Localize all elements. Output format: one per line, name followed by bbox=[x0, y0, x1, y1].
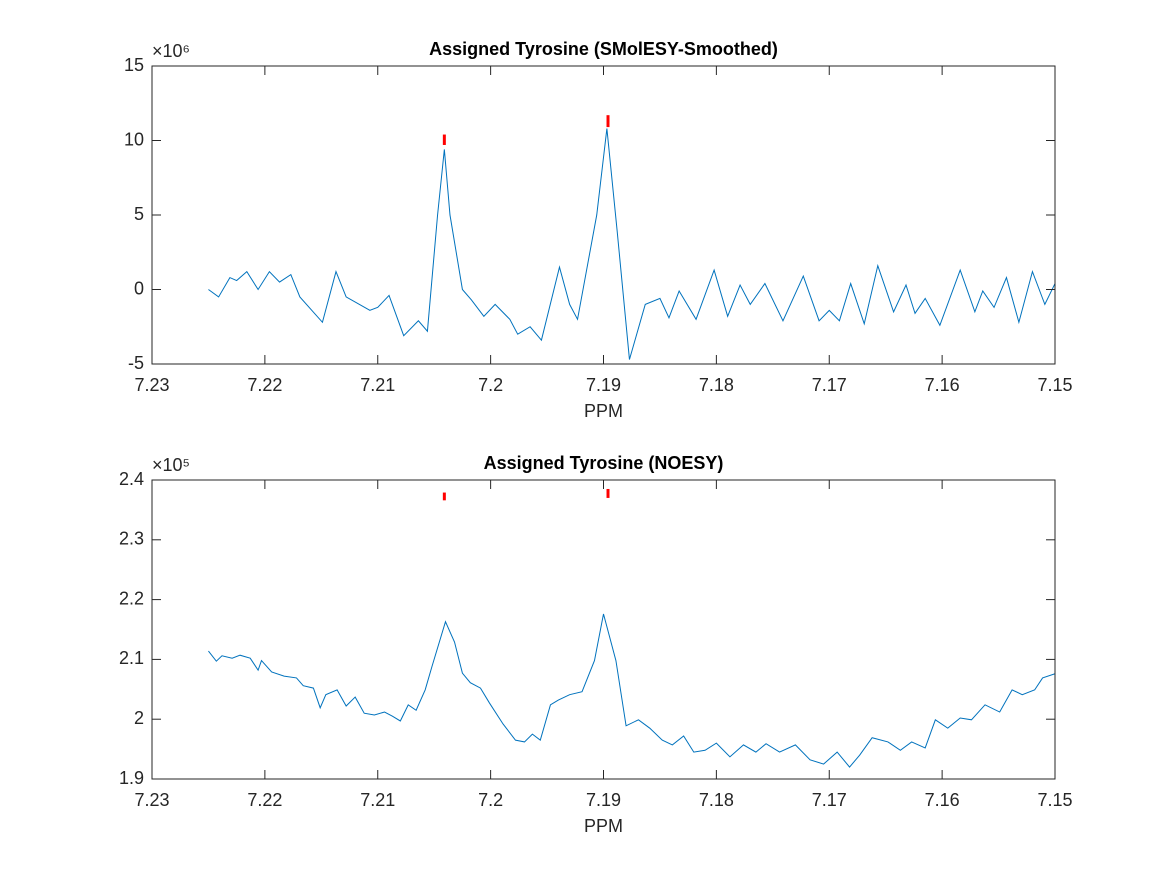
y-tick-label: 1.9 bbox=[119, 768, 144, 788]
axes-background bbox=[152, 66, 1055, 364]
y-tick-label: 2.3 bbox=[119, 529, 144, 549]
axes-background bbox=[152, 480, 1055, 779]
x-tick-label: 7.2 bbox=[478, 375, 503, 395]
x-tick-label: 7.2 bbox=[478, 790, 503, 810]
y-multiplier: ×10⁶ bbox=[152, 41, 190, 61]
y-tick-label: 15 bbox=[124, 55, 144, 75]
y-tick-label: -5 bbox=[128, 353, 144, 373]
chart-title: Assigned Tyrosine (NOESY) bbox=[484, 453, 724, 473]
x-tick-label: 7.15 bbox=[1037, 790, 1072, 810]
x-tick-label: 7.17 bbox=[812, 375, 847, 395]
x-tick-label: 7.18 bbox=[699, 790, 734, 810]
y-tick-label: 0 bbox=[134, 278, 144, 298]
x-tick-label: 7.22 bbox=[247, 790, 282, 810]
y-tick-label: 2.1 bbox=[119, 648, 144, 668]
x-tick-label: 7.19 bbox=[586, 790, 621, 810]
y-tick-label: 5 bbox=[134, 204, 144, 224]
chart-title: Assigned Tyrosine (SMolESY-Smoothed) bbox=[429, 39, 778, 59]
x-tick-label: 7.19 bbox=[586, 375, 621, 395]
x-axis-label: PPM bbox=[584, 401, 623, 421]
x-tick-label: 7.22 bbox=[247, 375, 282, 395]
x-tick-label: 7.18 bbox=[699, 375, 734, 395]
x-tick-label: 7.21 bbox=[360, 790, 395, 810]
x-tick-label: 7.23 bbox=[134, 375, 169, 395]
y-tick-label: 2 bbox=[134, 708, 144, 728]
x-tick-label: 7.15 bbox=[1037, 375, 1072, 395]
y-tick-label: 2.4 bbox=[119, 469, 144, 489]
y-tick-label: 2.2 bbox=[119, 588, 144, 608]
y-multiplier: ×10⁵ bbox=[152, 455, 190, 475]
x-tick-label: 7.16 bbox=[925, 375, 960, 395]
x-tick-label: 7.21 bbox=[360, 375, 395, 395]
x-tick-label: 7.17 bbox=[812, 790, 847, 810]
y-tick-label: 10 bbox=[124, 129, 144, 149]
data-line bbox=[208, 128, 1056, 360]
x-tick-label: 7.16 bbox=[925, 790, 960, 810]
x-axis-label: PPM bbox=[584, 816, 623, 836]
data-line bbox=[208, 613, 1056, 768]
x-tick-label: 7.23 bbox=[134, 790, 169, 810]
